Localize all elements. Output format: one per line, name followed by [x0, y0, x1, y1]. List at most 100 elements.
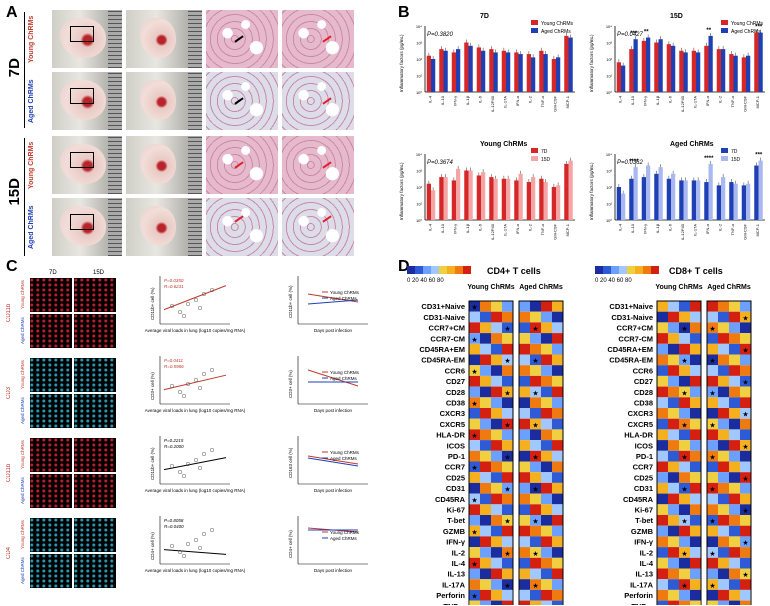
c-scatter-point — [209, 447, 215, 453]
d-cell — [469, 375, 480, 387]
b-tick-label: IL-17A — [692, 96, 697, 108]
d-row-label: T-bet — [447, 516, 465, 525]
d-row-label: IFN-γ — [446, 538, 466, 547]
d-cell — [679, 343, 690, 355]
b-bar — [616, 62, 621, 92]
b-tick-label: IFN-α — [705, 95, 710, 106]
d-cell — [541, 375, 552, 387]
d-cell — [690, 440, 701, 451]
d-cell — [519, 589, 530, 601]
d-cell — [729, 450, 740, 462]
c-line-legend: Young ChRMs — [330, 370, 360, 375]
d-group-title: Aged ChRMs — [707, 284, 751, 291]
d-cell — [740, 397, 751, 408]
d-cell — [707, 375, 718, 387]
a-lung-tissue — [140, 206, 176, 246]
b-tick-label: IL-2 — [527, 223, 532, 231]
b-bar — [679, 180, 684, 220]
d-cell — [668, 333, 679, 344]
d-cell — [469, 557, 480, 569]
c-scatter-xlabel: Average viral loads in lung (log10 copie… — [145, 488, 246, 493]
c-scatter-r: R=0.0400 — [164, 524, 184, 529]
d-cell — [480, 493, 491, 505]
d-cell — [729, 472, 740, 483]
d-cell — [690, 365, 701, 376]
b-bar — [481, 50, 486, 92]
a-image-tile — [126, 136, 202, 194]
c-line-ylabel: CD163 cell (%) — [288, 447, 293, 478]
c-scatter-point — [185, 541, 191, 547]
d-cell — [718, 408, 729, 419]
d-star: ★ — [532, 550, 538, 558]
d-star: ★ — [532, 389, 538, 397]
c-scatter-point — [193, 457, 199, 463]
d-star: ★ — [504, 454, 510, 462]
d-row-label: IL-13 — [635, 570, 653, 579]
d-cell — [657, 440, 668, 451]
c-line-legend: Young ChRMs — [330, 450, 360, 455]
b-bar — [514, 52, 519, 92]
c-line-xlabel: Days post infection — [314, 408, 353, 413]
d-cell — [491, 343, 502, 355]
svg-text:10⁴: 10⁴ — [606, 152, 612, 157]
d-cell — [740, 450, 751, 462]
b-tick-label: IL-2 — [527, 95, 532, 103]
d-cell — [469, 311, 480, 323]
d-cell — [502, 589, 513, 601]
c-group-label: Aged ChRMs — [20, 557, 25, 585]
d-cell — [530, 600, 541, 605]
d-star: ★ — [471, 496, 477, 504]
d-cell — [657, 461, 668, 473]
d-cell — [690, 375, 701, 387]
b-tick-label: IFN-γ — [452, 224, 457, 234]
d-star: ★ — [742, 571, 748, 579]
d-cell — [657, 536, 668, 548]
b-bar — [671, 173, 676, 220]
a-bracket — [24, 12, 25, 128]
c-scatter-point — [197, 545, 203, 551]
b-legend-entry: 15D — [731, 157, 741, 163]
d-cell — [729, 418, 740, 430]
svg-text:10²: 10² — [416, 185, 422, 190]
d-cell — [729, 343, 740, 355]
c-scatter-r: R=0.6231 — [164, 284, 184, 289]
d-cell — [679, 440, 690, 451]
d-row-label: IL-4 — [640, 559, 654, 568]
d-cell — [740, 461, 751, 473]
d-cell — [690, 536, 701, 548]
d-cell — [679, 408, 690, 419]
d-cell — [530, 375, 541, 387]
d-cell — [552, 311, 563, 323]
d-cell — [552, 418, 563, 430]
d-row-label: IL-17A — [630, 580, 654, 589]
d-star: ★ — [504, 421, 510, 429]
d-cell — [469, 440, 480, 451]
d-cell — [480, 408, 491, 419]
d-cell — [491, 322, 502, 334]
d-cell — [707, 301, 718, 312]
b-bar — [531, 57, 536, 92]
b-tick-label: IL-4 — [427, 223, 432, 231]
a-lung-tissue — [60, 206, 106, 246]
a-image-tile — [126, 10, 202, 68]
b-bar — [526, 54, 531, 92]
d-cell — [469, 472, 480, 483]
b-tick-label: TNF-α — [540, 223, 545, 235]
d-cell — [480, 525, 491, 537]
d-cell — [679, 600, 690, 605]
d-cell — [707, 568, 718, 580]
d-cell — [502, 408, 513, 419]
panel-b-charts: 7D P=0.3820 Inflammatory factors (pg/mL) 10… — [399, 13, 765, 240]
d-cell — [679, 429, 690, 441]
d-star: ★ — [532, 582, 538, 590]
c-group-label: Young ChRMs — [20, 520, 25, 550]
b-bar — [679, 50, 684, 92]
d-cell — [718, 354, 729, 366]
c-fluorescence-image — [74, 394, 116, 428]
d-cell — [740, 386, 751, 398]
d-cell — [707, 333, 718, 344]
c-scatter-point — [181, 393, 187, 399]
d-cell — [519, 440, 530, 451]
d-cell — [519, 333, 530, 344]
d-cell — [718, 515, 729, 526]
